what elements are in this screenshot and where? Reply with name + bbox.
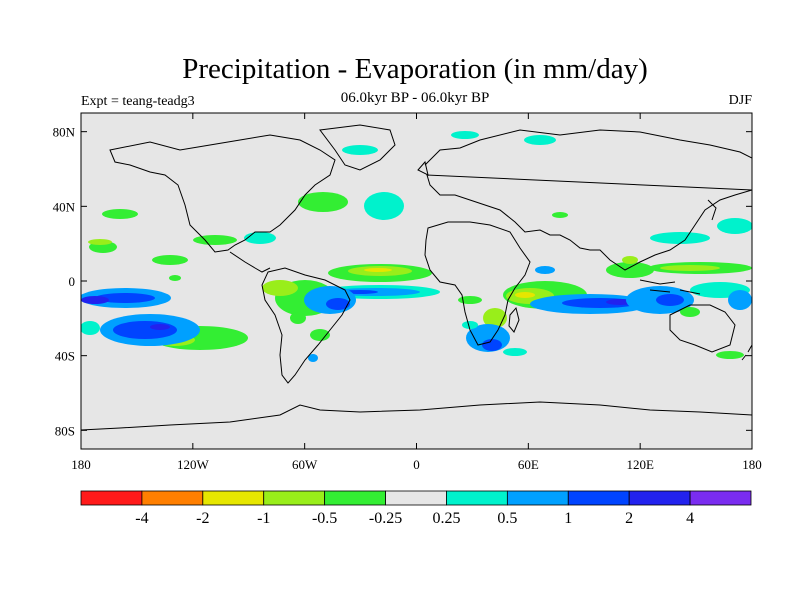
colorbar-swatch bbox=[567, 490, 630, 506]
season-label: DJF bbox=[728, 93, 752, 108]
coastlines bbox=[81, 124, 752, 431]
colorbar-swatch bbox=[506, 490, 569, 506]
colorbar-label: -1 bbox=[257, 510, 270, 527]
y-tick-label: 0 bbox=[69, 274, 76, 289]
y-tick-label: 80N bbox=[53, 125, 76, 140]
colorbar-swatch bbox=[141, 490, 204, 506]
colorbar-label: -2 bbox=[196, 510, 209, 527]
plot-title: Precipitation - Evaporation (in mm/day) bbox=[182, 53, 648, 85]
colorbar-swatch bbox=[446, 490, 508, 506]
colorbar-swatch bbox=[324, 490, 386, 506]
map-background bbox=[81, 113, 752, 449]
latitude-axis: 80N 40N 0 40S 80S bbox=[53, 125, 752, 438]
colorbar-swatch bbox=[628, 490, 691, 506]
colorbar-label: 4 bbox=[686, 510, 694, 527]
y-tick-label: 40S bbox=[55, 349, 75, 364]
x-tick-label: 180 bbox=[742, 457, 762, 472]
x-tick-label: 120E bbox=[626, 457, 654, 472]
y-tick-label: 80S bbox=[55, 423, 75, 438]
x-tick-label: 120W bbox=[177, 457, 210, 472]
colorbar-label: 1 bbox=[564, 510, 572, 527]
colorbar-swatch bbox=[385, 490, 447, 506]
y-tick-label: 40N bbox=[53, 199, 76, 214]
colorbar-label: 0.5 bbox=[497, 510, 517, 527]
colorbar: -4 -2 -1 -0.5 -0.25 0.25 0.5 1 2 4 bbox=[80, 490, 752, 527]
colorbar-swatch bbox=[80, 490, 143, 506]
longitude-axis: 180 120W 60W 0 60E 120E 180 bbox=[71, 113, 762, 472]
colorbar-swatch bbox=[689, 490, 752, 506]
x-tick-label: 60W bbox=[292, 457, 318, 472]
experiment-label: Expt = teang-teadg3 bbox=[81, 94, 195, 109]
colorbar-label: -0.5 bbox=[312, 510, 337, 527]
pe-anomaly-field bbox=[81, 131, 752, 362]
x-tick-label: 0 bbox=[413, 457, 420, 472]
colorbar-label: 0.25 bbox=[432, 510, 460, 527]
colorbar-swatch bbox=[263, 490, 326, 506]
x-tick-label: 180 bbox=[71, 457, 91, 472]
colorbar-swatch bbox=[202, 490, 265, 506]
plot-subtitle: 06.0kyr BP - 06.0kyr BP bbox=[340, 90, 490, 106]
x-tick-label: 60E bbox=[518, 457, 539, 472]
colorbar-label: 2 bbox=[625, 510, 633, 527]
colorbar-label: -4 bbox=[135, 510, 148, 527]
colorbar-label: -0.25 bbox=[369, 510, 402, 527]
